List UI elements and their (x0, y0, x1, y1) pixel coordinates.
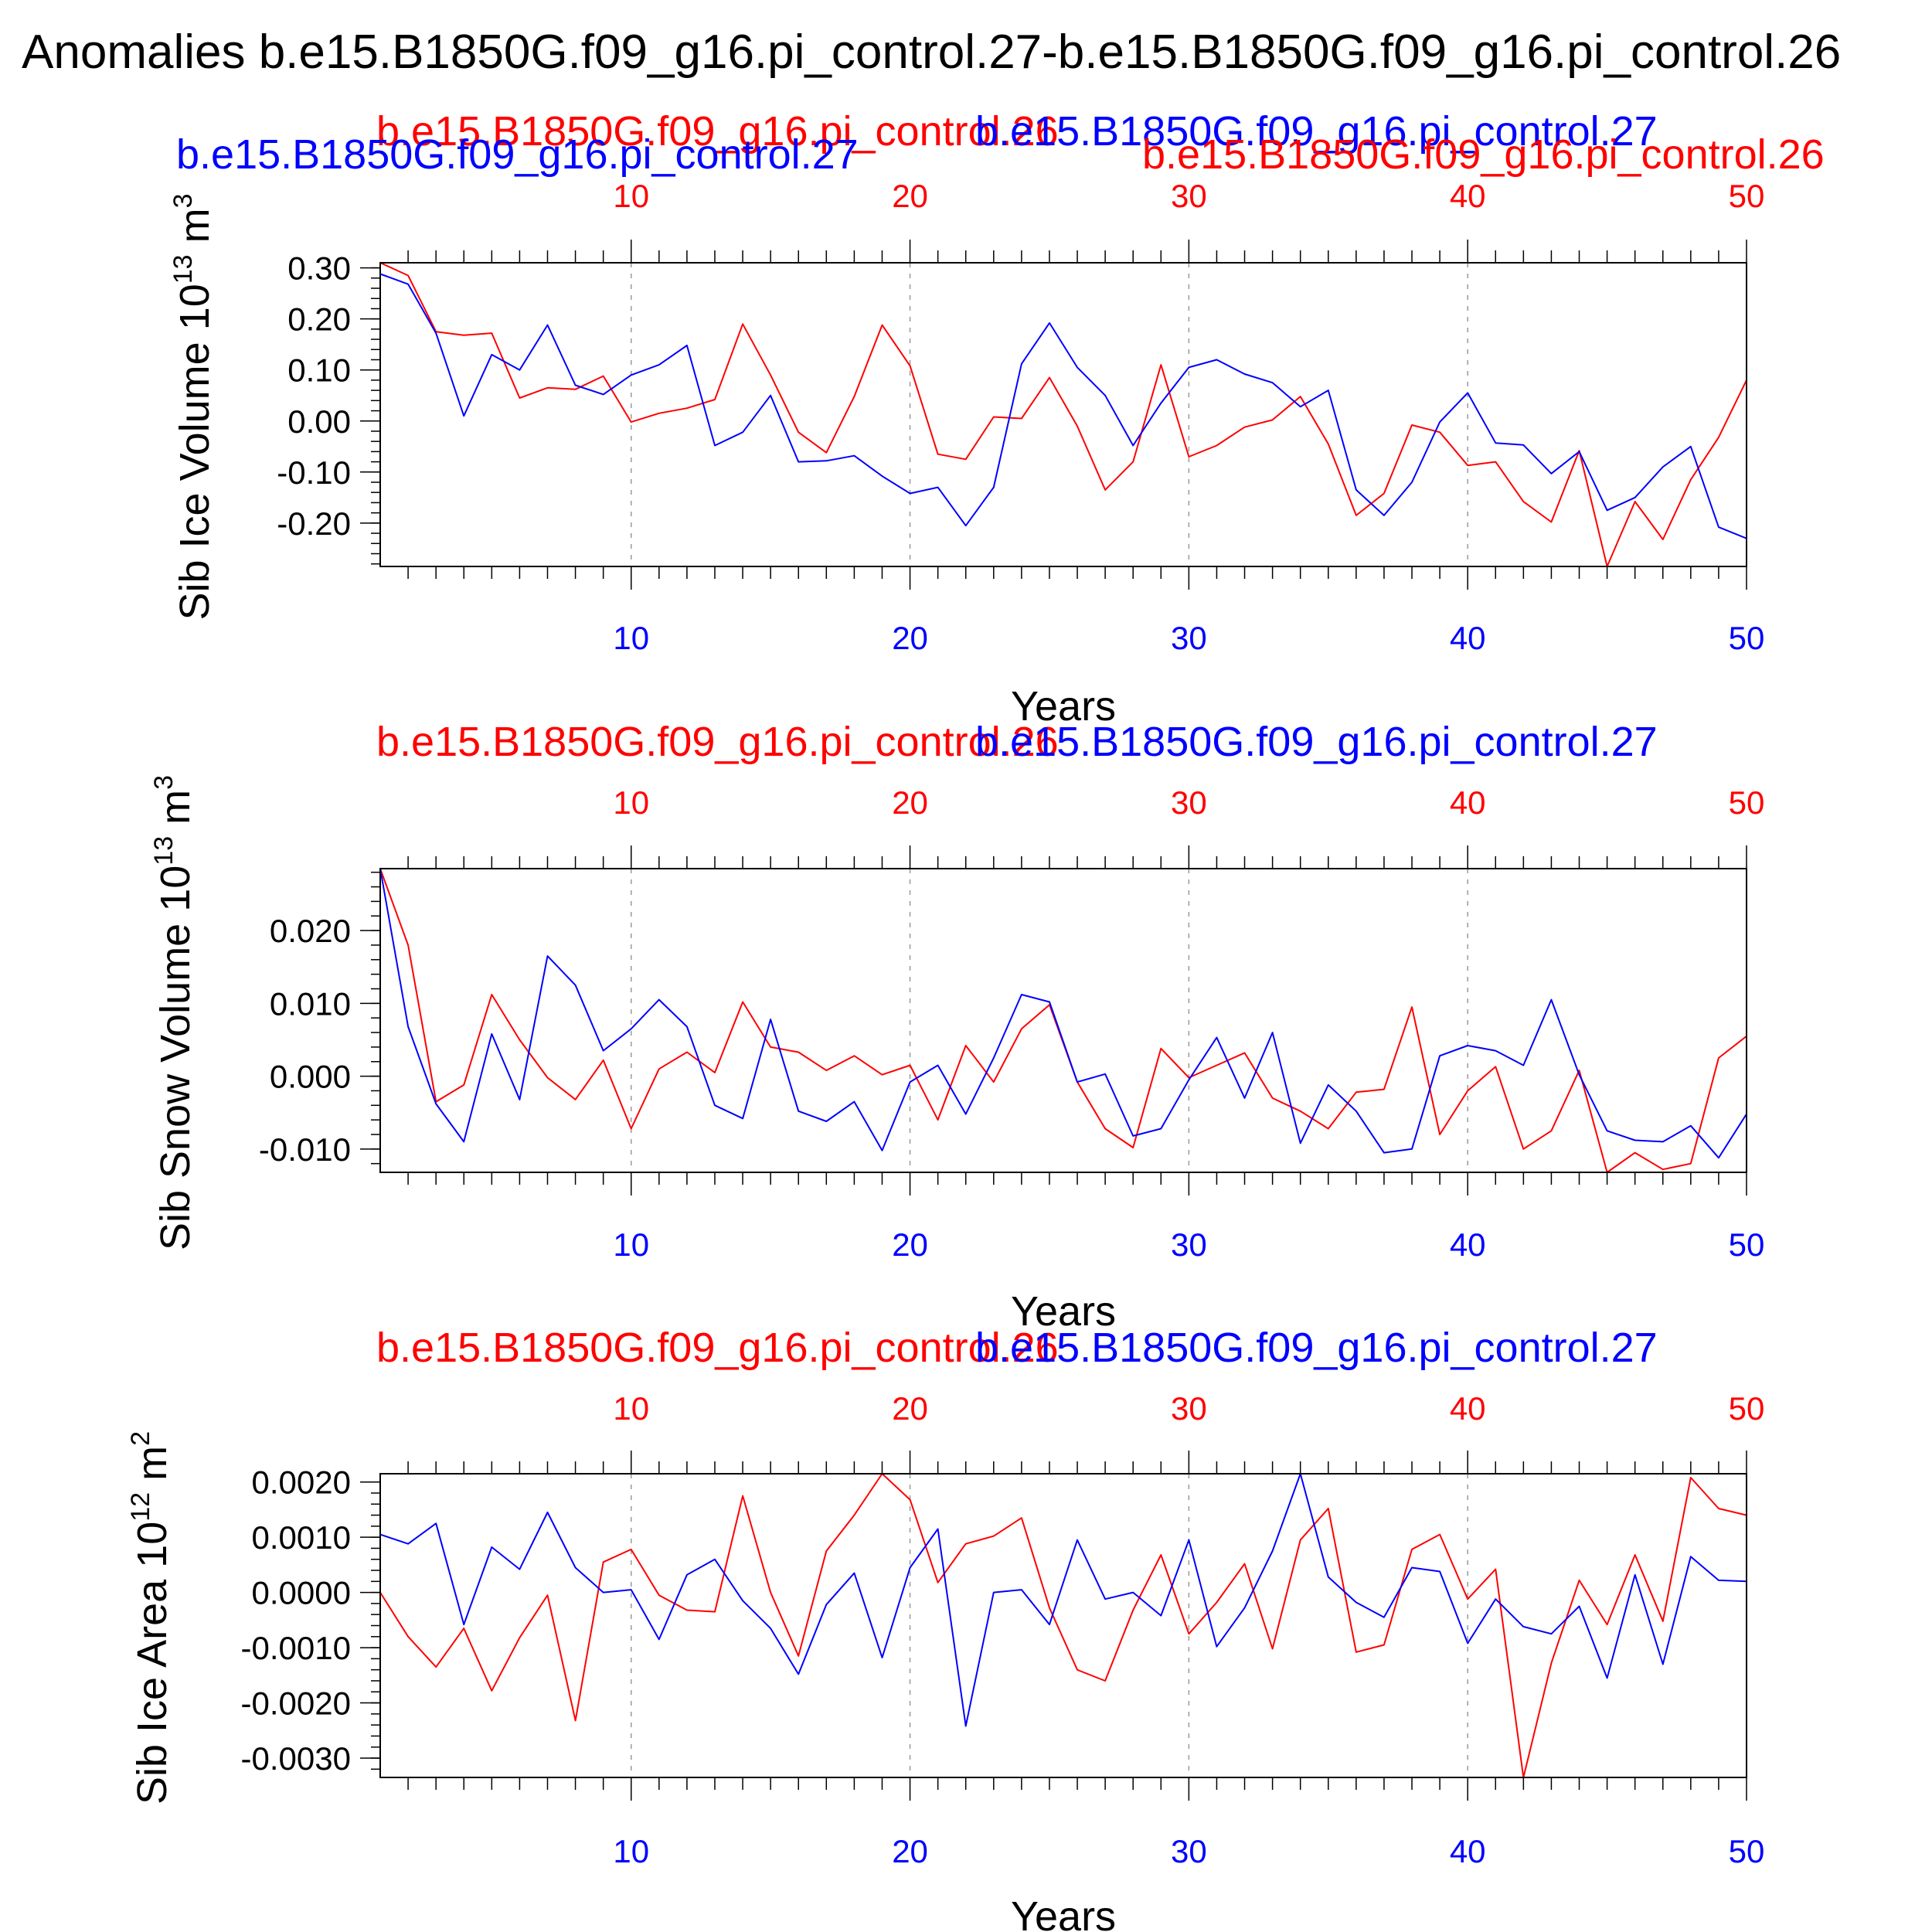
x-tick-label-top: 30 (1171, 784, 1207, 821)
x-axis-label: Years (1011, 1893, 1116, 1932)
y-tick-label: 0.00 (287, 403, 351, 440)
legend-label-run27-left: b.e15.B1850G.f09_g16.pi_control.27 (176, 131, 859, 178)
x-tick-label-top: 50 (1729, 1390, 1765, 1427)
series-line-run26 (379, 868, 1747, 1173)
x-tick-label-bottom: 40 (1450, 620, 1486, 656)
y-tick-label: -0.0020 (241, 1685, 351, 1722)
x-tick-label-top: 50 (1729, 178, 1765, 214)
y-tick-label: 0.0020 (252, 1464, 351, 1501)
x-tick-label-bottom: 10 (613, 620, 649, 656)
x-tick-label-bottom: 20 (892, 1226, 928, 1263)
x-tick-label-top: 40 (1450, 178, 1486, 214)
y-tick-label: -0.0030 (241, 1740, 351, 1777)
y-axis-label: Sib Ice Area 1012 m2 (126, 1431, 175, 1804)
series-line-run26 (379, 262, 1747, 567)
legend-label-run27: b.e15.B1850G.f09_g16.pi_control.27 (975, 1325, 1658, 1371)
x-tick-label-bottom: 10 (613, 1833, 649, 1869)
legend-label-run26: b.e15.B1850G.f09_g16.pi_control.26 (376, 108, 1059, 155)
series-line-run26 (379, 1473, 1747, 1778)
series-line-run27 (379, 273, 1747, 539)
y-tick-label: 0.0010 (252, 1519, 351, 1556)
x-tick-label-bottom: 50 (1729, 1833, 1765, 1869)
legend-label-run26: b.e15.B1850G.f09_g16.pi_control.26 (376, 719, 1059, 765)
x-tick-label-top: 20 (892, 1390, 928, 1427)
x-axis-label: Years (1011, 683, 1116, 730)
y-tick-label: 0.20 (287, 301, 351, 338)
y-tick-label: 0.020 (270, 913, 351, 949)
y-axis-label: Sib Snow Volume 1013 m3 (149, 775, 199, 1250)
x-tick-label-bottom: 20 (892, 620, 928, 656)
x-tick-label-top: 50 (1729, 784, 1765, 821)
x-tick-label-top: 40 (1450, 784, 1486, 821)
x-tick-label-bottom: 10 (613, 1226, 649, 1263)
plot-frame (379, 868, 1747, 1173)
panel-snow-volume: 0.020 0.010 0.000 -0.010 10 10 20 20 30 30 40 40 50 5… (149, 719, 1764, 1335)
y-tick-label: 0.000 (270, 1059, 351, 1095)
x-tick-label-bottom: 30 (1171, 620, 1207, 656)
series-line-run27 (379, 1473, 1747, 1727)
y-tick-label: -0.10 (277, 454, 351, 491)
legend-label-run27: b.e15.B1850G.f09_g16.pi_control.27 (975, 719, 1658, 765)
y-tick-label: 0.30 (287, 250, 351, 287)
plot-frame (379, 262, 1747, 567)
y-tick-label: 0.10 (287, 352, 351, 389)
x-tick-label-bottom: 30 (1171, 1226, 1207, 1263)
panel-ice-area: 0.0020 0.0010 0.0000 -0.0010 -0.0020 -0.0030 1… (126, 1325, 1764, 1932)
y-tick-label: 0.010 (270, 985, 351, 1022)
y-tick-label: -0.010 (259, 1131, 351, 1168)
y-tick-label: -0.20 (277, 505, 351, 542)
x-tick-label-top: 20 (892, 178, 928, 214)
series-line-run27 (379, 868, 1747, 1159)
x-tick-label-top: 30 (1171, 178, 1207, 214)
x-tick-label-bottom: 50 (1729, 1226, 1765, 1263)
x-axis-label: Years (1011, 1288, 1116, 1335)
legend-label-run27: b.e15.B1850G.f09_g16.pi_control.27 (975, 108, 1658, 155)
legend-label-run26: b.e15.B1850G.f09_g16.pi_control.26 (376, 1325, 1059, 1371)
x-tick-label-top: 20 (892, 784, 928, 821)
y-axis-label: Sib Ice Volume 1013 m3 (168, 193, 218, 620)
x-tick-label-top: 30 (1171, 1390, 1207, 1427)
x-tick-label-top: 10 (613, 178, 649, 214)
y-tick-label: 0.0000 (252, 1575, 351, 1611)
x-tick-label-bottom: 20 (892, 1833, 928, 1869)
panel-ice-volume: 0.30 0.20 0.10 0.00 -0.10 -0.20 10 10 20 20 30 30 40… (168, 108, 1825, 730)
x-tick-label-top: 40 (1450, 1390, 1486, 1427)
y-tick-label: -0.0010 (241, 1630, 351, 1666)
x-tick-label-top: 10 (613, 784, 649, 821)
x-tick-label-bottom: 30 (1171, 1833, 1207, 1869)
x-tick-label-top: 10 (613, 1390, 649, 1427)
x-tick-label-bottom: 50 (1729, 620, 1765, 656)
x-tick-label-bottom: 40 (1450, 1833, 1486, 1869)
figure-title: Anomalies b.e15.B1850G.f09_g16.pi_contro… (22, 26, 1841, 79)
x-tick-label-bottom: 40 (1450, 1226, 1486, 1263)
legend-label-run26-right: b.e15.B1850G.f09_g16.pi_control.26 (1142, 131, 1825, 178)
plot-frame (379, 1473, 1747, 1778)
